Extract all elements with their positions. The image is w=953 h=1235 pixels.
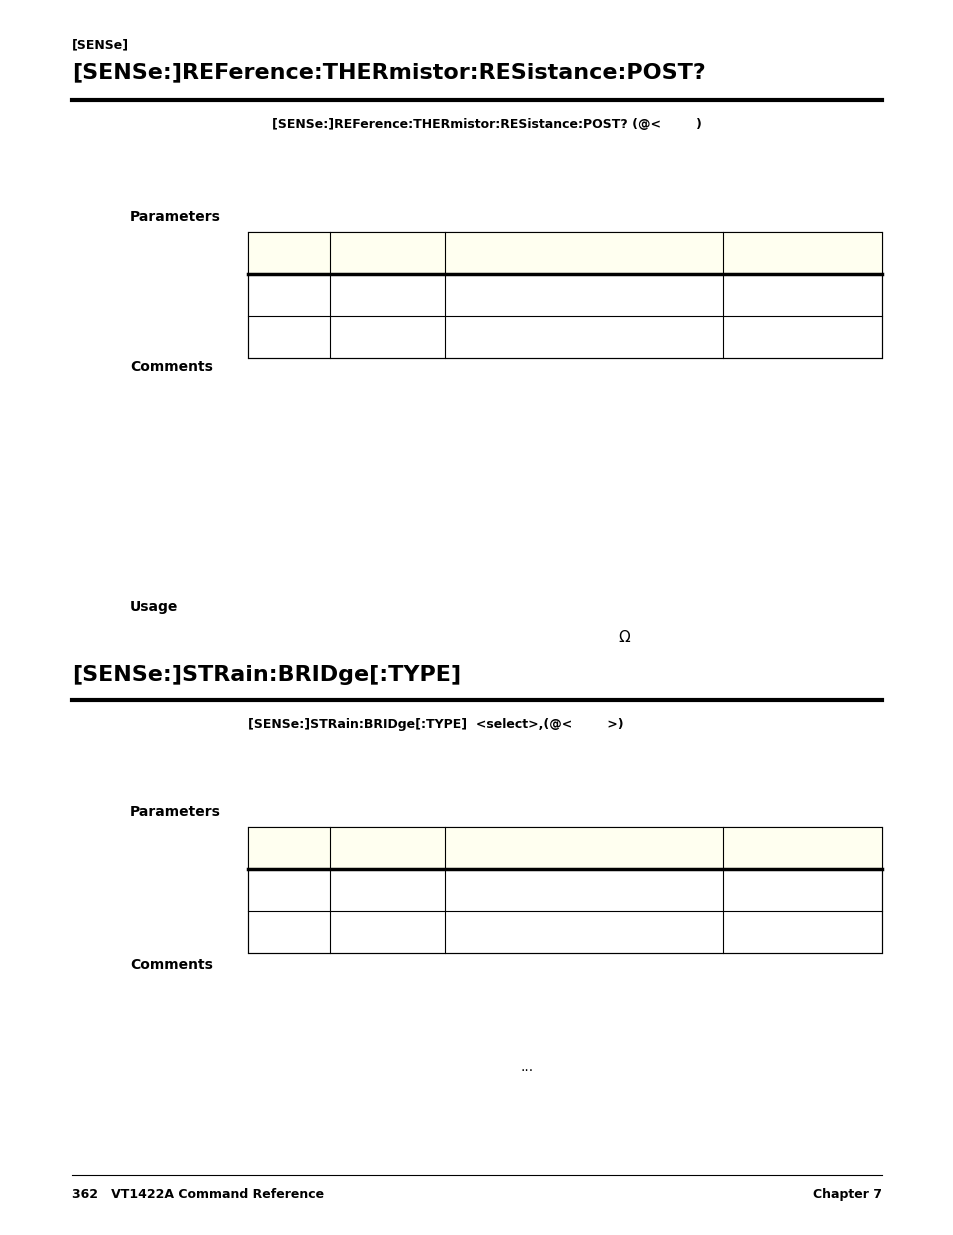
Text: Comments: Comments — [130, 359, 213, 374]
Bar — [248, 827, 882, 869]
Text: 362   VT1422A Command Reference: 362 VT1422A Command Reference — [71, 1188, 324, 1200]
Text: [SENSe:]STRain:BRIDge[:TYPE]: [SENSe:]STRain:BRIDge[:TYPE] — [71, 664, 460, 685]
Text: [SENSe:]STRain:BRIDge[:TYPE]  <select>,(@<        >): [SENSe:]STRain:BRIDge[:TYPE] <select>,(@… — [248, 718, 623, 731]
Bar — [248, 232, 882, 358]
Text: [SENSe]: [SENSe] — [71, 38, 129, 51]
Text: [SENSe:]REFerence:THERmistor:RESistance:POST?: [SENSe:]REFerence:THERmistor:RESistance:… — [71, 62, 705, 82]
Text: ...: ... — [520, 1060, 533, 1074]
Text: Comments: Comments — [130, 958, 213, 972]
Bar — [248, 827, 882, 953]
Text: Parameters: Parameters — [130, 805, 221, 819]
Text: Usage: Usage — [130, 600, 178, 614]
Text: [SENSe:]REFerence:THERmistor:RESistance:POST? (@<        ): [SENSe:]REFerence:THERmistor:RESistance:… — [272, 119, 701, 131]
Text: Ω: Ω — [618, 630, 629, 645]
Text: Chapter 7: Chapter 7 — [812, 1188, 882, 1200]
Bar — [248, 232, 882, 274]
Text: Parameters: Parameters — [130, 210, 221, 224]
